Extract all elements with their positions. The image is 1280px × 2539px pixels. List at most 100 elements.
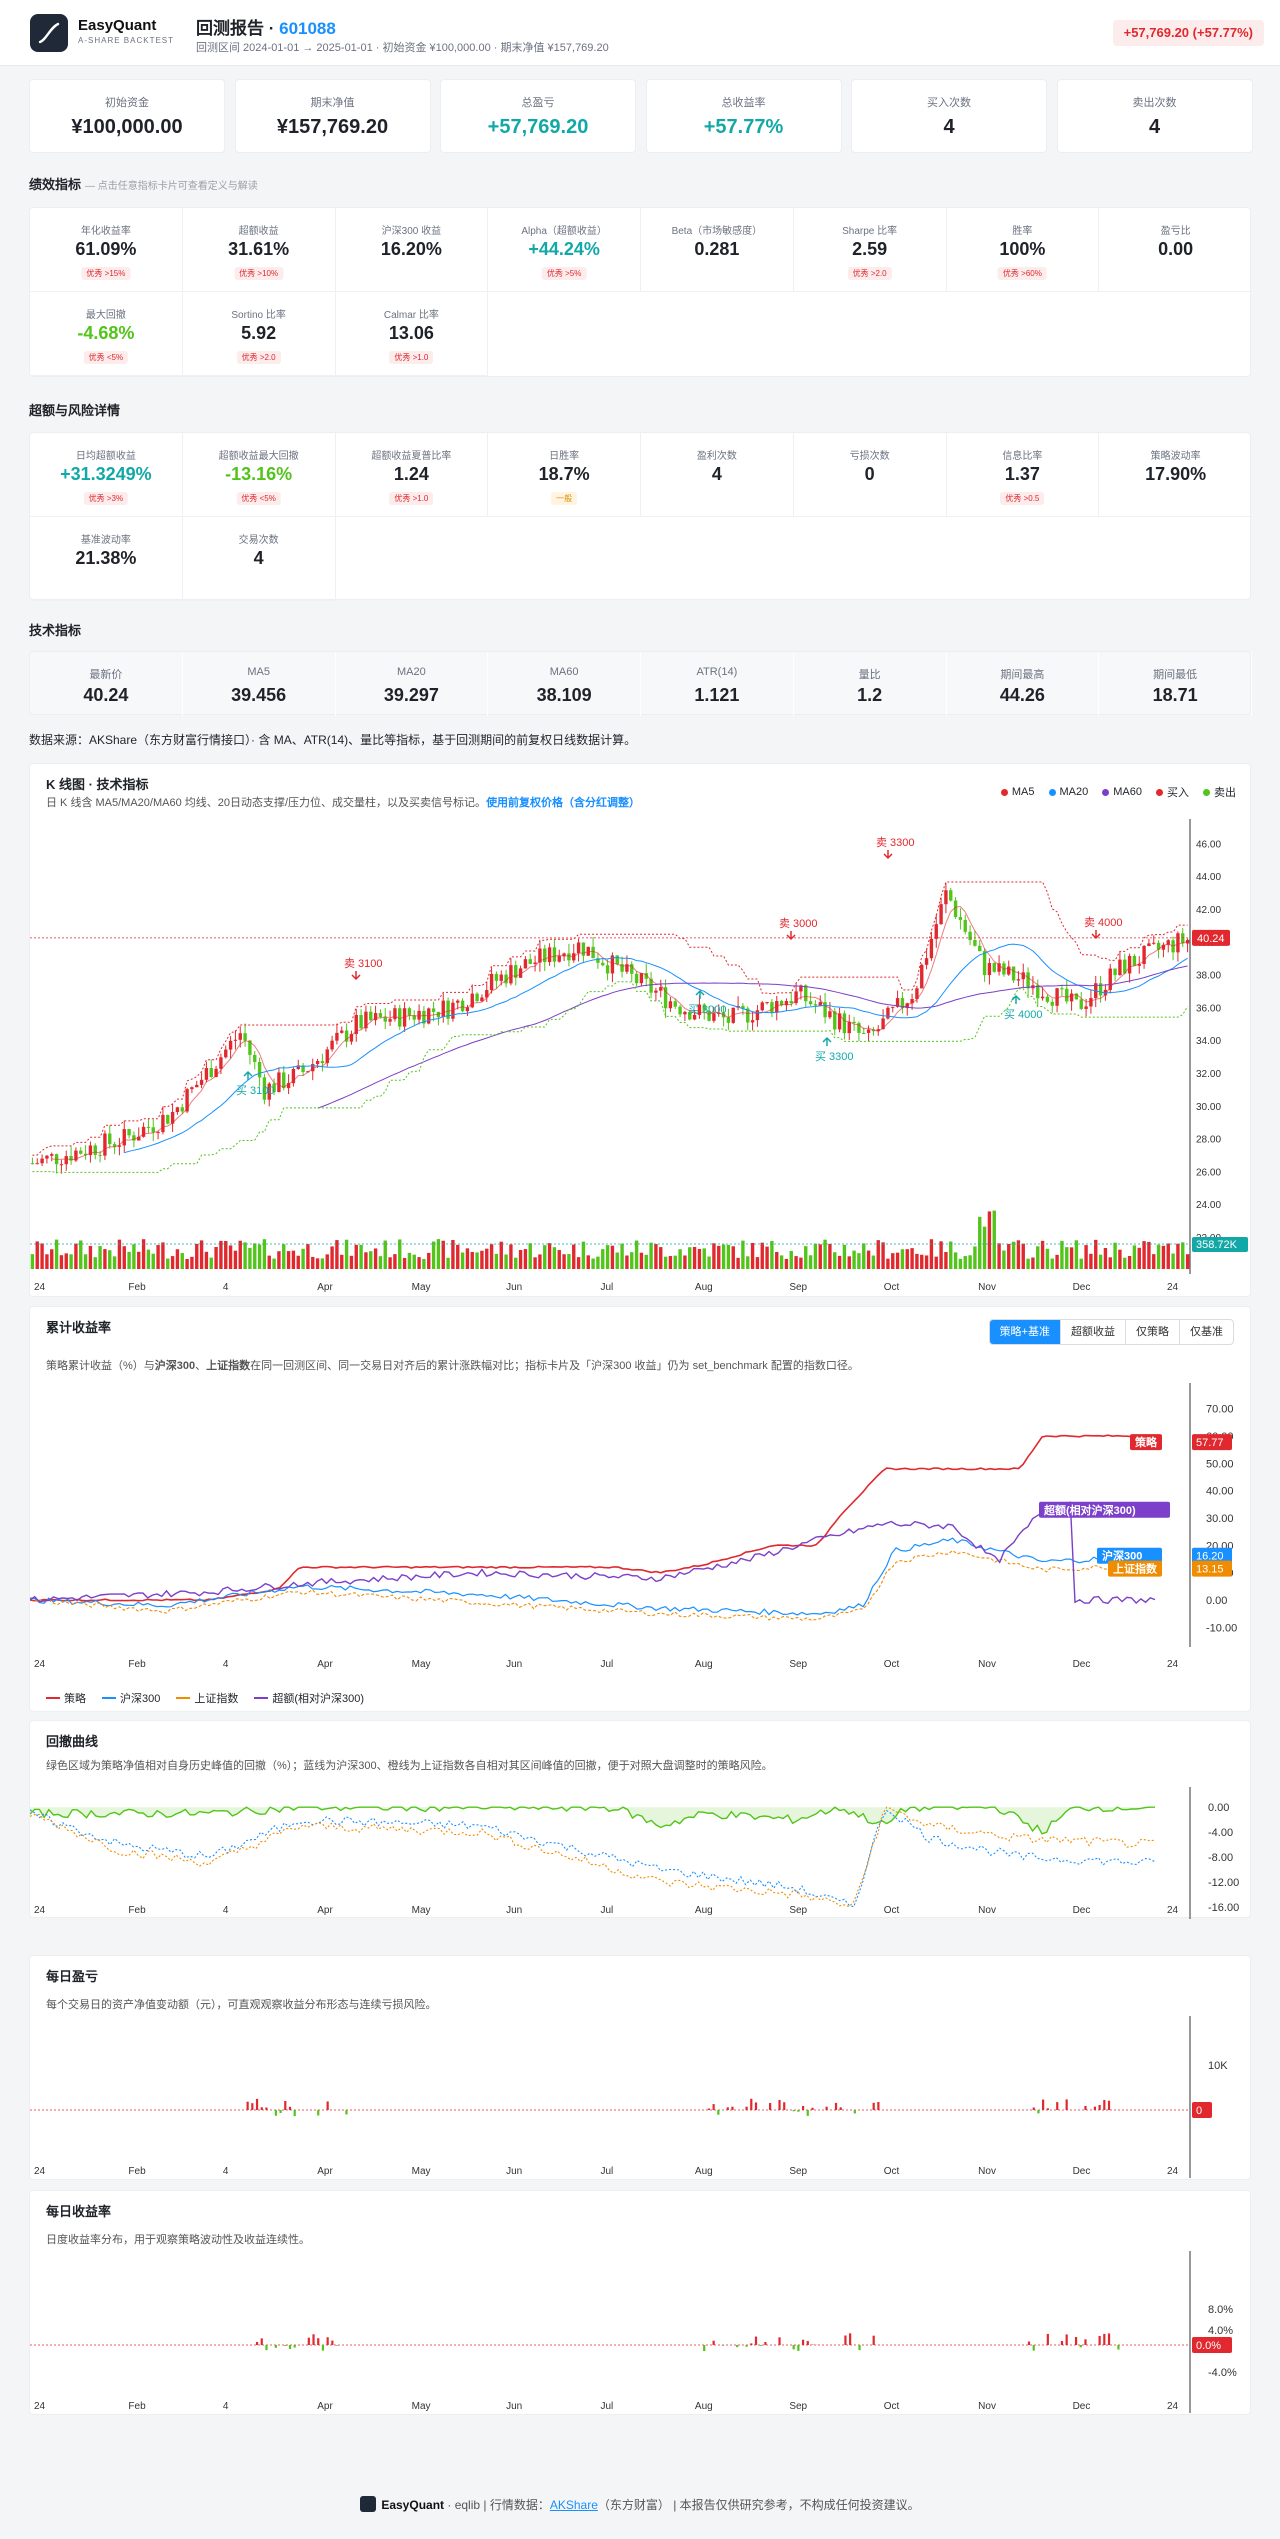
legend-item[interactable]: 买入 [1156, 784, 1189, 800]
summary-card[interactable]: 初始资金 ¥100,000.00 [29, 79, 225, 153]
risk-metric-card[interactable]: 基准波动率 21.38% [30, 517, 183, 601]
volume-bar [1079, 1258, 1083, 1269]
signal-label[interactable]: 买 3300 [815, 1050, 854, 1063]
signal-label[interactable]: 买 3000 [688, 1003, 727, 1016]
tech-metric-card[interactable]: ATR(14) 1.121 [641, 652, 794, 716]
legend-item[interactable]: 策略 [46, 1690, 86, 1706]
candle-body [74, 1150, 78, 1161]
cum-tab[interactable]: 仅基准 [1179, 1320, 1233, 1344]
candle-body [354, 1015, 358, 1035]
tech-metric-value: 18.71 [1152, 685, 1198, 705]
candle-body [963, 919, 967, 932]
summary-card[interactable]: 总盈亏 +57,769.20 [440, 79, 636, 153]
perf-metric-card[interactable]: Sortino 比率 5.92 优秀 >2.0 [182, 292, 336, 376]
signal-label[interactable]: 卖 3000 [779, 917, 818, 930]
signal-label[interactable]: 买 4000 [1004, 1008, 1043, 1021]
series-tag [1097, 1547, 1162, 1564]
volume-bar [54, 1239, 59, 1269]
dd-chart[interactable]: 0.00 -4.00 -8.00 -12.00 -16.00 24 Feb 4 Apr May Ju… [30, 1721, 1252, 1919]
tech-metric-card[interactable]: 最新价 40.24 [30, 652, 183, 716]
volume-bar [1094, 1239, 1098, 1269]
tech-metric-card[interactable]: MA60 38.109 [488, 652, 641, 716]
legend-item[interactable]: MA5 [1000, 784, 1035, 800]
risk-metric-card[interactable]: 交易次数 4 [182, 517, 336, 601]
volume-bar [335, 1240, 339, 1269]
risk-metric-card[interactable]: 信息比率 1.37 优秀 >0.5 [946, 433, 1100, 517]
tech-metric-card[interactable]: MA5 39.456 [183, 652, 336, 716]
volume-bar [480, 1250, 484, 1269]
signal-label[interactable]: 卖 4000 [1084, 916, 1123, 929]
risk-metric-card[interactable]: 日均超额收益 +31.3249% 优秀 >3% [30, 433, 183, 517]
daily-bar [745, 2345, 748, 2347]
x-tick-label: Jul [601, 2166, 614, 2177]
volume-bar [1137, 1247, 1141, 1269]
cum-tab[interactable]: 超额收益 [1060, 1320, 1125, 1344]
risk-metric-label: 信息比率 [1002, 451, 1043, 462]
summary-card[interactable]: 卖出次数 4 [1056, 79, 1253, 153]
sell-arrow-icon [351, 971, 361, 981]
adjust-link[interactable]: 使用前复权价格（含分红调整） [486, 797, 641, 809]
signal-label[interactable]: 卖 3300 [876, 836, 915, 849]
ret-chart[interactable]: 8.0% 4.0% -4.0% 0.0% 24 Feb 4 Apr May Jun Jul Aug Se… [30, 2191, 1252, 2416]
kline-chart[interactable]: 46.0044.0042.0040.0038.0036.0034.0032.00… [30, 764, 1252, 1298]
volume-bar [581, 1241, 586, 1269]
summary-card[interactable]: 总收益率 +57.77% [645, 79, 842, 153]
perf-metric-card[interactable]: 沪深300 收益 16.20% [335, 208, 489, 292]
tech-metric-card[interactable]: 量比 1.2 [794, 652, 947, 716]
volume-bar [634, 1240, 639, 1269]
x-tick-label: May [412, 2401, 431, 2412]
legend-item[interactable]: MA60 [1102, 784, 1142, 800]
candle-body [398, 1008, 402, 1027]
daily-bar [849, 2333, 852, 2345]
legend-item[interactable]: 超额(相对沪深300) [254, 1690, 364, 1706]
risk-metric-card[interactable]: 策略波动率 17.90% [1099, 433, 1252, 517]
cum-tab[interactable]: 策略+基准 [989, 1320, 1060, 1344]
perf-metric-card[interactable]: 胜率 100% 优秀 >60% [946, 208, 1100, 292]
dd-title: 回撤曲线 [46, 1734, 99, 1749]
candle-body [895, 998, 900, 1007]
cum-tab[interactable]: 仅策略 [1125, 1320, 1179, 1344]
y-tick-label: 40.00 [1206, 1486, 1234, 1498]
legend-item[interactable]: 卖出 [1203, 784, 1236, 800]
daily-bar [858, 2345, 861, 2351]
perf-metric-card[interactable]: Sharpe 比率 2.59 优秀 >2.0 [793, 208, 947, 292]
perf-metric-card[interactable]: Beta（市场敏感度） 0.281 [641, 208, 794, 292]
risk-metric-card[interactable]: 盈利次数 4 [641, 433, 794, 517]
legend-item[interactable]: 沪深300 [102, 1690, 160, 1706]
risk-metric-card[interactable]: 超额收益最大回撤 -13.16% 优秀 <5% [182, 433, 336, 517]
perf-metric-card[interactable]: Alpha（超额收益） +44.24% 优秀 >5% [488, 208, 641, 292]
tech-metric-card[interactable]: 期间最高 44.26 [947, 652, 1100, 716]
daily-bar [1084, 2339, 1087, 2345]
summary-card[interactable]: 买入次数 4 [851, 79, 1047, 153]
daily-bar [801, 2106, 805, 2110]
volume-bar [1031, 1257, 1035, 1269]
sell-arrow-icon [883, 850, 893, 860]
daily-bar [736, 2345, 739, 2348]
candle-body [422, 1010, 426, 1024]
signal-label[interactable]: 买 3100 [236, 1084, 275, 1097]
candle-body [248, 1040, 252, 1055]
cum-chart[interactable]: 70.0060.0050.0040.0030.0020.0010.000.00-… [30, 1307, 1252, 1713]
legend-item[interactable]: MA20 [1048, 784, 1088, 800]
tech-metric-card[interactable]: MA20 39.297 [336, 652, 489, 716]
legend-item[interactable]: 上证指数 [176, 1690, 238, 1706]
akshare-link[interactable]: AKShare [549, 2498, 598, 2512]
candle-body [344, 1030, 349, 1042]
perf-metric-card[interactable]: Calmar 比率 13.06 优秀 >1.0 [335, 292, 489, 376]
tech-metric-card[interactable]: 期间最低 18.71 [1099, 652, 1252, 716]
perf-metric-card[interactable]: 最大回撤 -4.68% 优秀 <5% [30, 292, 183, 376]
candle-body [219, 1057, 223, 1069]
risk-metric-card[interactable]: 超额收益夏普比率 1.24 优秀 >1.0 [335, 433, 489, 517]
summary-card[interactable]: 期末净值 ¥157,769.20 [234, 79, 431, 153]
x-tick-label: Feb [128, 1282, 146, 1293]
candle-body [813, 1004, 818, 1006]
legend-label: MA5 [1011, 786, 1035, 798]
pnl-chart[interactable]: 10K 0 24 Feb 4 Apr May Jun Jul Aug Sep Oct Nov Dec 24 [30, 1956, 1252, 2181]
volume-bar [755, 1257, 760, 1269]
perf-metric-card[interactable]: 盈亏比 0.00 [1099, 208, 1252, 292]
risk-metric-card[interactable]: 日胜率 18.7% 一般 [488, 433, 641, 517]
perf-metric-card[interactable]: 年化收益率 61.09% 优秀 >15% [30, 208, 183, 292]
signal-label[interactable]: 卖 3100 [344, 957, 383, 970]
risk-metric-card[interactable]: 亏损次数 0 [793, 433, 947, 517]
perf-metric-card[interactable]: 超额收益 31.61% 优秀 >10% [182, 208, 336, 292]
